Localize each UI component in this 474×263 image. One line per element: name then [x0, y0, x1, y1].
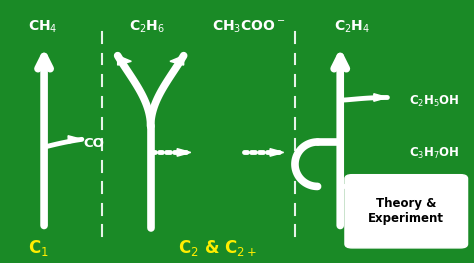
- Text: C$_2$H$_6$: C$_2$H$_6$: [129, 19, 165, 35]
- Polygon shape: [270, 149, 283, 156]
- Polygon shape: [118, 56, 131, 65]
- Polygon shape: [68, 136, 82, 143]
- Text: C$_2$H$_5$OH: C$_2$H$_5$OH: [409, 94, 459, 109]
- Polygon shape: [177, 149, 191, 156]
- Text: C$_2$ & C$_{2+}$: C$_2$ & C$_{2+}$: [178, 238, 257, 258]
- Text: C$_3$H$_7$OH: C$_3$H$_7$OH: [409, 146, 459, 161]
- Text: CO: CO: [83, 137, 104, 150]
- Text: Theory &
Experiment: Theory & Experiment: [368, 197, 444, 225]
- Polygon shape: [170, 56, 183, 65]
- Text: CH$_4$: CH$_4$: [28, 19, 58, 35]
- Text: C$_2$H$_4$: C$_2$H$_4$: [334, 19, 370, 35]
- Polygon shape: [374, 94, 387, 101]
- FancyBboxPatch shape: [345, 175, 467, 248]
- Text: C$_1$: C$_1$: [28, 238, 49, 258]
- Text: CH$_3$COO$^-$: CH$_3$COO$^-$: [211, 19, 285, 35]
